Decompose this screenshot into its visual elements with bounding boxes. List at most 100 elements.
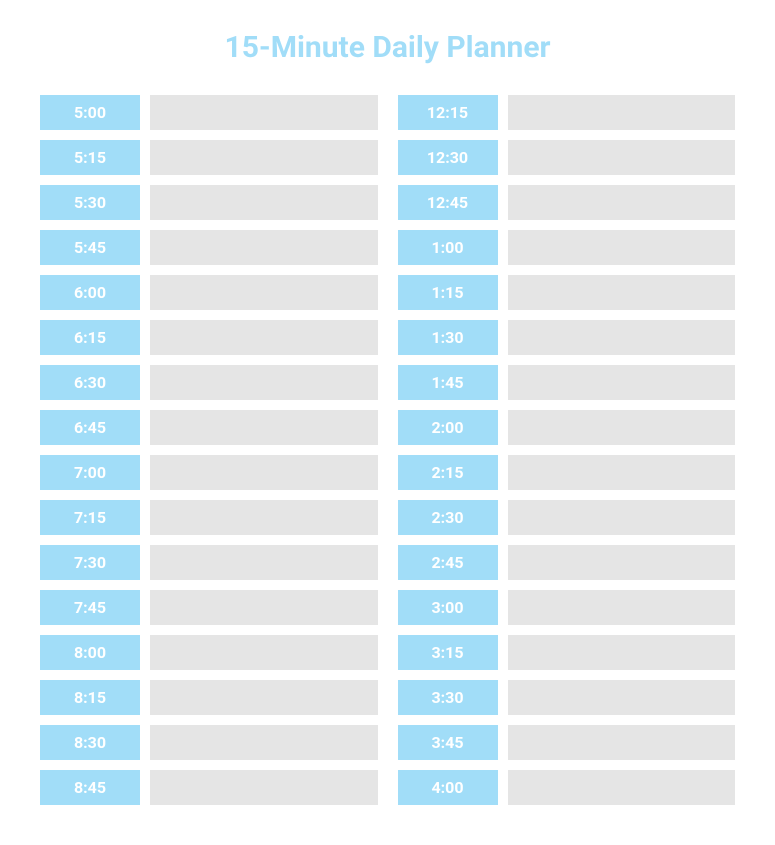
time-label: 2:30 <box>398 500 498 535</box>
time-label: 5:15 <box>40 140 140 175</box>
time-label: 7:15 <box>40 500 140 535</box>
planner-row: 2:30 <box>398 500 736 535</box>
task-input[interactable] <box>508 680 736 715</box>
task-input[interactable] <box>508 770 736 805</box>
task-input[interactable] <box>150 770 378 805</box>
time-label: 7:45 <box>40 590 140 625</box>
planner-row: 12:45 <box>398 185 736 220</box>
planner-row: 6:30 <box>40 365 378 400</box>
task-input[interactable] <box>150 365 378 400</box>
time-label: 2:00 <box>398 410 498 445</box>
planner-row: 5:00 <box>40 95 378 130</box>
time-label: 8:00 <box>40 635 140 670</box>
planner-row: 7:00 <box>40 455 378 490</box>
time-label: 6:30 <box>40 365 140 400</box>
planner-column-left: 5:00 5:15 5:30 5:45 6:00 6:15 6:30 6:45 7:00 7:15… <box>40 95 378 805</box>
task-input[interactable] <box>150 500 378 535</box>
task-input[interactable] <box>150 725 378 760</box>
planner-row: 5:30 <box>40 185 378 220</box>
planner-row: 5:15 <box>40 140 378 175</box>
time-label: 3:30 <box>398 680 498 715</box>
planner-row: 7:15 <box>40 500 378 535</box>
task-input[interactable] <box>150 320 378 355</box>
planner-row: 2:00 <box>398 410 736 445</box>
task-input[interactable] <box>508 590 736 625</box>
planner-row: 7:30 <box>40 545 378 580</box>
task-input[interactable] <box>508 455 736 490</box>
time-label: 8:45 <box>40 770 140 805</box>
time-label: 8:30 <box>40 725 140 760</box>
planner-row: 5:45 <box>40 230 378 265</box>
time-label: 5:45 <box>40 230 140 265</box>
time-label: 5:30 <box>40 185 140 220</box>
planner-row: 8:45 <box>40 770 378 805</box>
planner-row: 3:15 <box>398 635 736 670</box>
time-label: 2:45 <box>398 545 498 580</box>
time-label: 6:15 <box>40 320 140 355</box>
task-input[interactable] <box>508 545 736 580</box>
time-label: 1:00 <box>398 230 498 265</box>
planner-row: 8:30 <box>40 725 378 760</box>
time-label: 8:15 <box>40 680 140 715</box>
planner-row: 7:45 <box>40 590 378 625</box>
task-input[interactable] <box>150 185 378 220</box>
task-input[interactable] <box>150 410 378 445</box>
time-label: 1:15 <box>398 275 498 310</box>
planner-row: 6:15 <box>40 320 378 355</box>
task-input[interactable] <box>150 140 378 175</box>
time-label: 7:00 <box>40 455 140 490</box>
planner-row: 3:30 <box>398 680 736 715</box>
planner-row: 2:15 <box>398 455 736 490</box>
time-label: 3:00 <box>398 590 498 625</box>
task-input[interactable] <box>508 320 736 355</box>
time-label: 1:30 <box>398 320 498 355</box>
planner-row: 1:30 <box>398 320 736 355</box>
task-input[interactable] <box>508 365 736 400</box>
time-label: 12:15 <box>398 95 498 130</box>
time-label: 6:45 <box>40 410 140 445</box>
time-label: 2:15 <box>398 455 498 490</box>
task-input[interactable] <box>508 230 736 265</box>
task-input[interactable] <box>150 275 378 310</box>
task-input[interactable] <box>508 185 736 220</box>
task-input[interactable] <box>508 95 736 130</box>
task-input[interactable] <box>150 545 378 580</box>
task-input[interactable] <box>508 140 736 175</box>
task-input[interactable] <box>508 635 736 670</box>
task-input[interactable] <box>508 410 736 445</box>
planner-row: 12:30 <box>398 140 736 175</box>
task-input[interactable] <box>150 590 378 625</box>
time-label: 3:45 <box>398 725 498 760</box>
time-label: 3:15 <box>398 635 498 670</box>
task-input[interactable] <box>150 95 378 130</box>
planner-grid: 5:00 5:15 5:30 5:45 6:00 6:15 6:30 6:45 7:00 7:15… <box>40 95 735 805</box>
planner-column-right: 12:15 12:30 12:45 1:00 1:15 1:30 1:45 2:00 2:15 2… <box>398 95 736 805</box>
page-title: 15-Minute Daily Planner <box>40 30 735 65</box>
task-input[interactable] <box>150 635 378 670</box>
planner-row: 1:15 <box>398 275 736 310</box>
planner-row: 6:45 <box>40 410 378 445</box>
time-label: 1:45 <box>398 365 498 400</box>
task-input[interactable] <box>508 500 736 535</box>
planner-row: 6:00 <box>40 275 378 310</box>
time-label: 7:30 <box>40 545 140 580</box>
planner-row: 3:45 <box>398 725 736 760</box>
task-input[interactable] <box>150 455 378 490</box>
planner-row: 8:15 <box>40 680 378 715</box>
planner-row: 3:00 <box>398 590 736 625</box>
time-label: 5:00 <box>40 95 140 130</box>
task-input[interactable] <box>508 725 736 760</box>
time-label: 12:45 <box>398 185 498 220</box>
planner-row: 1:00 <box>398 230 736 265</box>
planner-row: 12:15 <box>398 95 736 130</box>
planner-row: 1:45 <box>398 365 736 400</box>
time-label: 12:30 <box>398 140 498 175</box>
task-input[interactable] <box>508 275 736 310</box>
planner-row: 8:00 <box>40 635 378 670</box>
planner-row: 4:00 <box>398 770 736 805</box>
time-label: 4:00 <box>398 770 498 805</box>
task-input[interactable] <box>150 680 378 715</box>
task-input[interactable] <box>150 230 378 265</box>
time-label: 6:00 <box>40 275 140 310</box>
planner-row: 2:45 <box>398 545 736 580</box>
